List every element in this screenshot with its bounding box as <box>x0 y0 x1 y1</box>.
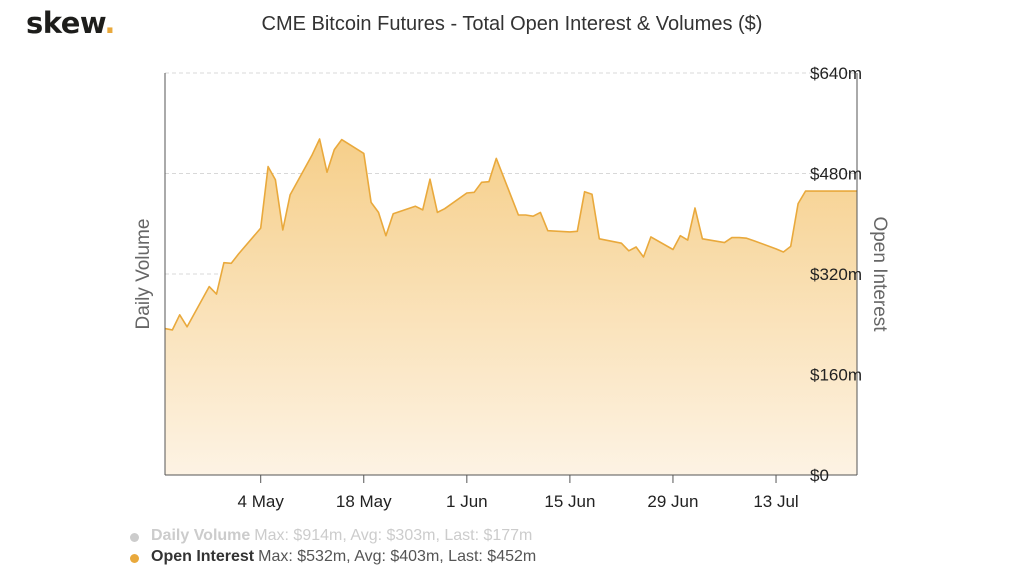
x-tick-label: 29 Jun <box>647 492 698 511</box>
legend-item-open-interest[interactable]: Open Interest Max: $532m, Avg: $403m, La… <box>128 546 536 567</box>
legend-marker-icon <box>130 533 139 542</box>
legend: Daily Volume Max: $914m, Avg: $303m, Las… <box>128 525 536 567</box>
y-axis-label-left: Daily Volume <box>133 219 154 330</box>
legend-marker-icon <box>130 554 139 563</box>
y-tick-label: $160m <box>810 366 862 385</box>
series-area <box>165 139 857 475</box>
x-tick-label: 1 Jun <box>446 492 488 511</box>
x-tick-label: 18 May <box>336 492 392 511</box>
legend-item-daily-volume[interactable]: Daily Volume Max: $914m, Avg: $303m, Las… <box>128 525 536 546</box>
x-tick-label: 15 Jun <box>544 492 595 511</box>
skew-logo: skew. <box>26 6 115 40</box>
y-tick-label: $640m <box>810 64 862 83</box>
y-tick-label: $480m <box>810 165 862 184</box>
open-interest-chart: $0 $160m $320m $480m $640m 4 May 18 May 1 Jun 15… <box>133 64 890 511</box>
y-tick-label: $320m <box>810 265 862 284</box>
y-axis-label-right: Open Interest <box>869 216 890 332</box>
x-tick-label: 13 Jul <box>753 492 798 511</box>
y-tick-label: $0 <box>810 466 829 485</box>
chart-title: CME Bitcoin Futures - Total Open Interes… <box>261 13 763 35</box>
series-line <box>164 138 857 331</box>
x-tick-label: 4 May <box>238 492 285 511</box>
